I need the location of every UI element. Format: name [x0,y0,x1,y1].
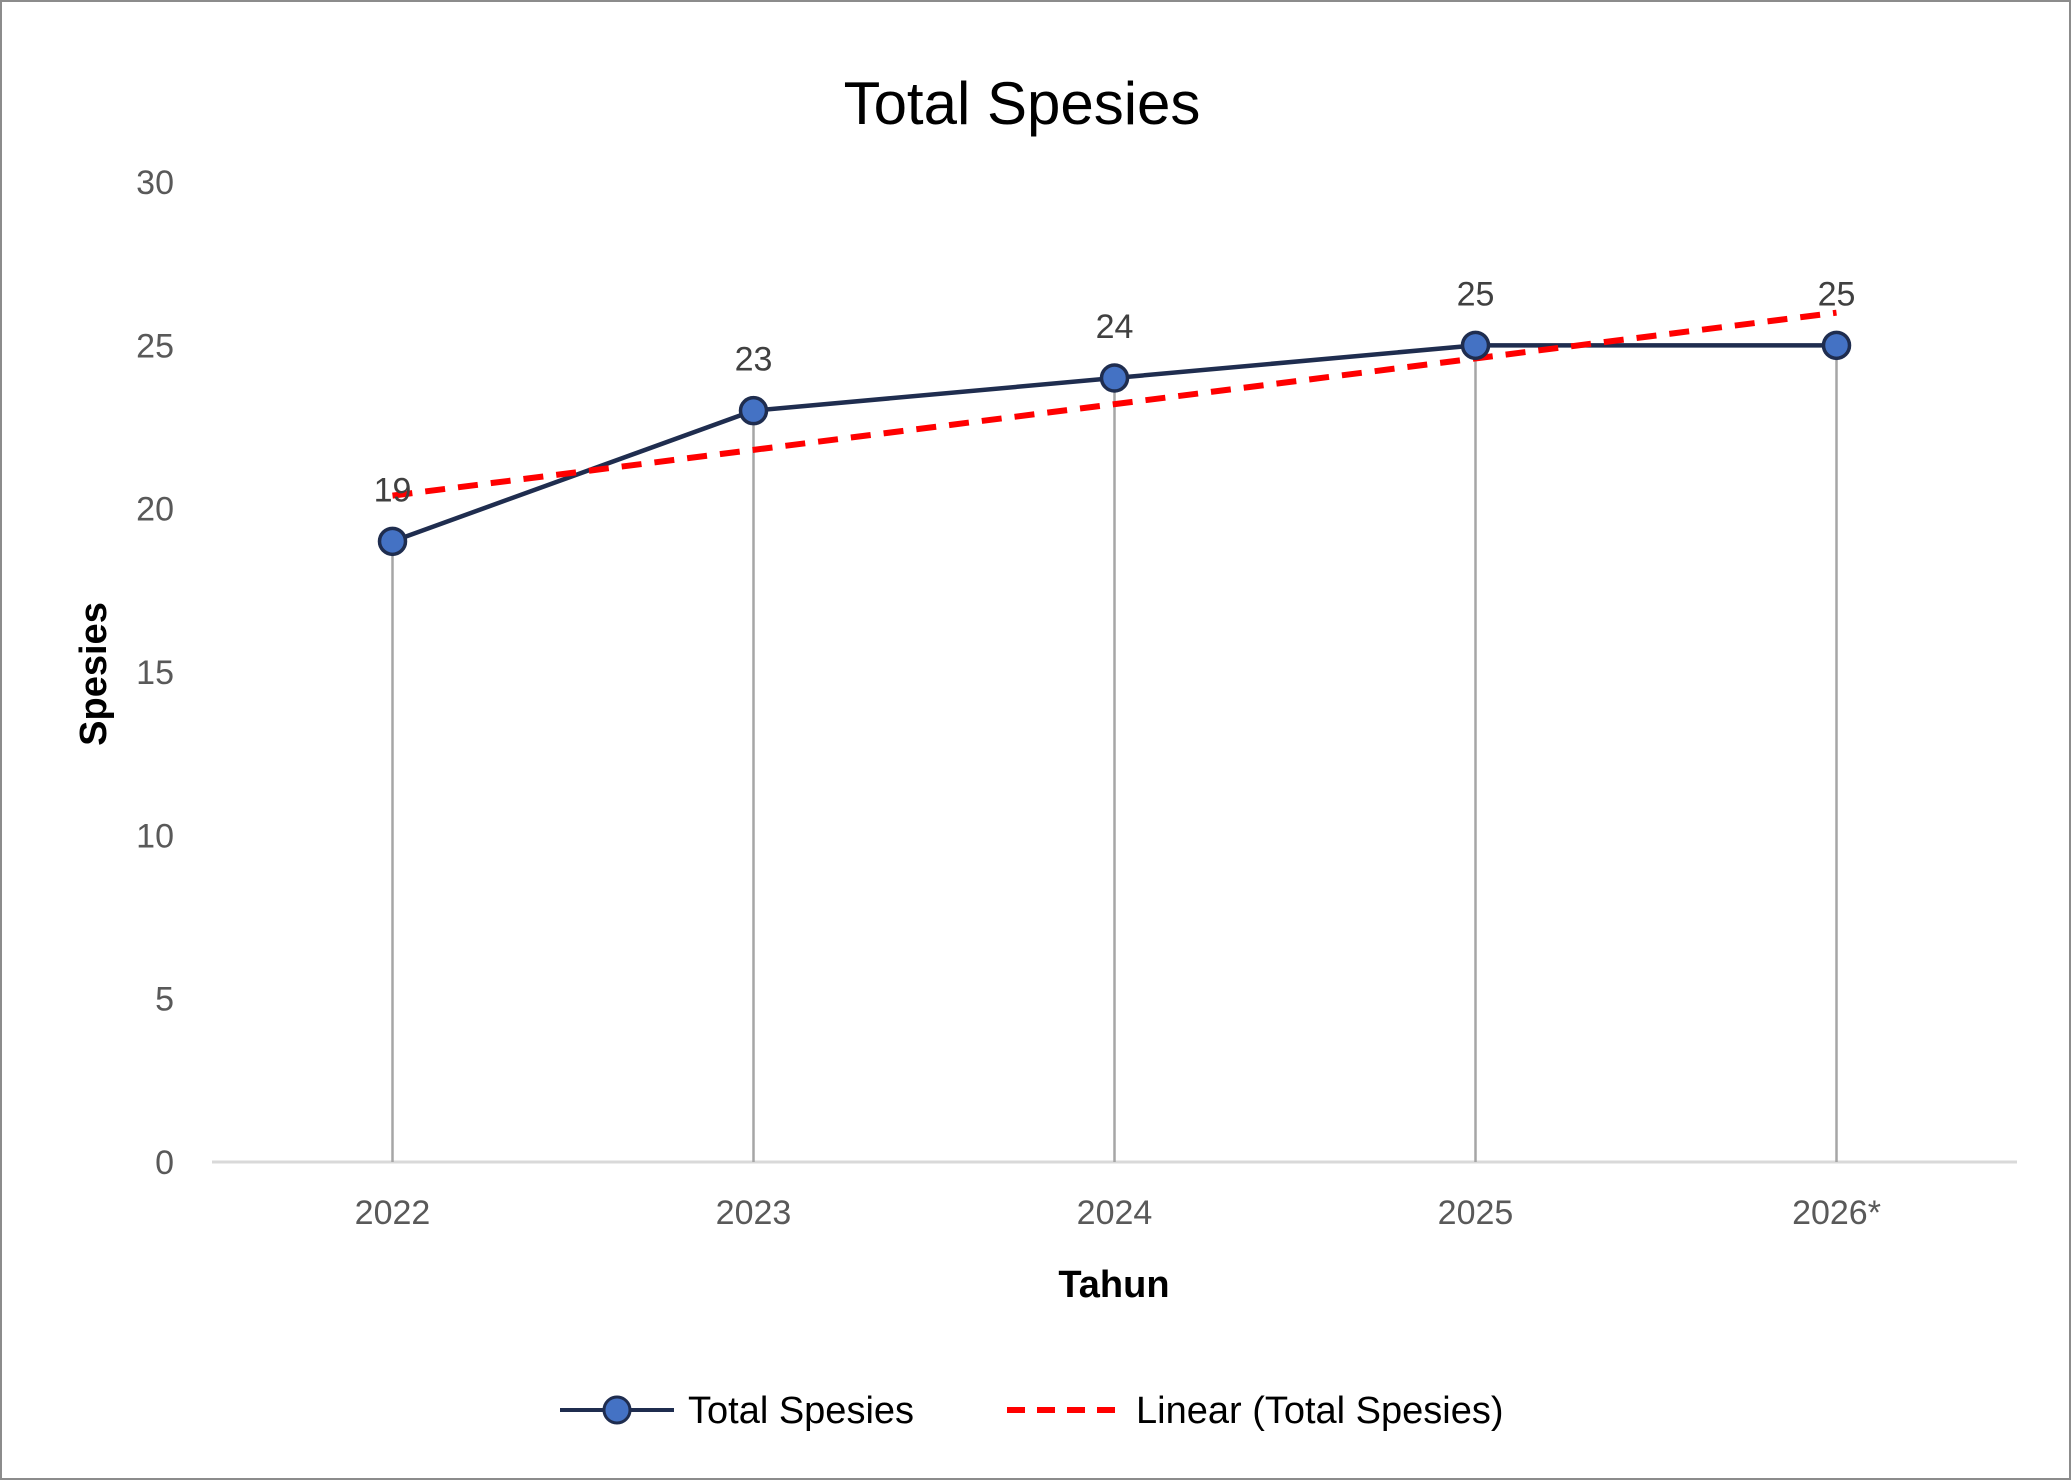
legend-label-series: Total Spesies [688,1390,914,1432]
y-tick-label: 15 [136,654,174,692]
chart-title: Total Spesies [844,70,1201,137]
data-point-marker [1821,330,1852,361]
data-labels: 19 23 24 25 25 [374,275,1856,509]
legend: Total Spesies Linear (Total Spesies) [560,1390,1504,1432]
y-tick-label: 20 [136,491,174,529]
x-axis-title: Tahun [1058,1264,1169,1306]
legend-marker-swatch [602,1395,632,1425]
x-tick-label: 2024 [1077,1194,1153,1232]
y-tick-label: 0 [155,1144,174,1182]
x-axis-ticks: 2022 2023 2024 2025 2026* [355,1194,1881,1232]
data-label: 25 [1818,275,1856,313]
data-point-marker [1460,330,1491,361]
x-tick-label: 2026* [1792,1194,1881,1232]
data-label: 24 [1096,308,1134,346]
series-markers [377,330,1852,557]
y-tick-label: 25 [136,327,174,365]
data-label: 23 [735,341,773,379]
data-label: 19 [374,471,412,509]
drop-lines [391,345,1838,1162]
data-label: 25 [1457,275,1495,313]
y-tick-label: 10 [136,817,174,855]
x-tick-label: 2025 [1438,1194,1514,1232]
legend-label-trendline: Linear (Total Spesies) [1136,1390,1504,1432]
data-point-marker [738,395,769,426]
data-point-marker [1099,363,1130,393]
y-tick-label: 30 [136,164,174,202]
linear-trendline [392,309,1837,499]
x-tick-label: 2023 [716,1194,792,1232]
x-tick-label: 2022 [355,1194,431,1232]
y-tick-label: 5 [155,981,174,1019]
trendline-path [392,309,1837,499]
y-axis-title: Spesies [73,602,115,746]
data-point-marker [377,526,408,557]
y-axis-ticks: 0 5 10 15 20 25 30 [136,164,174,1182]
